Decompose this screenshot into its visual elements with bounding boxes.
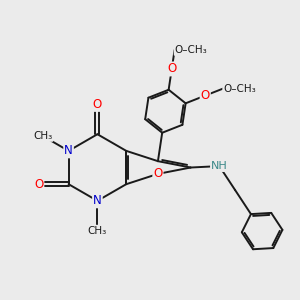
Text: N: N (93, 194, 102, 207)
Text: O: O (153, 167, 163, 180)
Text: O–CH₃: O–CH₃ (175, 45, 207, 55)
Text: O: O (167, 62, 176, 76)
Text: O: O (93, 98, 102, 111)
Text: O–CH₃: O–CH₃ (223, 83, 256, 94)
Text: CH₃: CH₃ (33, 131, 52, 141)
Text: N: N (64, 144, 73, 158)
Text: CH₃: CH₃ (88, 226, 107, 236)
Text: NH: NH (211, 161, 228, 171)
Text: O: O (201, 89, 210, 102)
Text: O: O (34, 178, 44, 191)
